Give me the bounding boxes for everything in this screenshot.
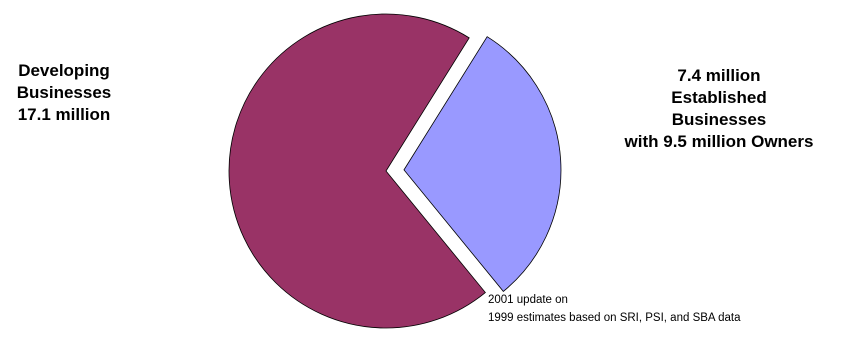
established-label-line-1: 7.4 million [677,66,761,85]
source-note: 2001 update on 1999 estimates based on S… [488,291,741,327]
source-note-line-2: 1999 estimates based on SRI, PSI, and SB… [488,312,741,324]
developing-label-line-2: Businesses [16,83,112,102]
pie-slice-established-businesses [403,36,562,292]
established-label-line-3: Businesses [671,110,767,129]
established-businesses-label: 7.4 million Established Businesses with … [600,65,838,153]
established-label-line-2: Established [671,88,767,107]
developing-label-line-1: Developing [18,61,110,80]
developing-businesses-label: Developing Businesses 17.1 million [0,60,128,126]
established-label-line-4: with 9.5 million Owners [624,132,814,151]
source-note-line-1: 2001 update on [488,294,568,306]
pie-slice-developing-businesses [228,13,486,329]
developing-label-line-3: 17.1 million [17,105,111,124]
